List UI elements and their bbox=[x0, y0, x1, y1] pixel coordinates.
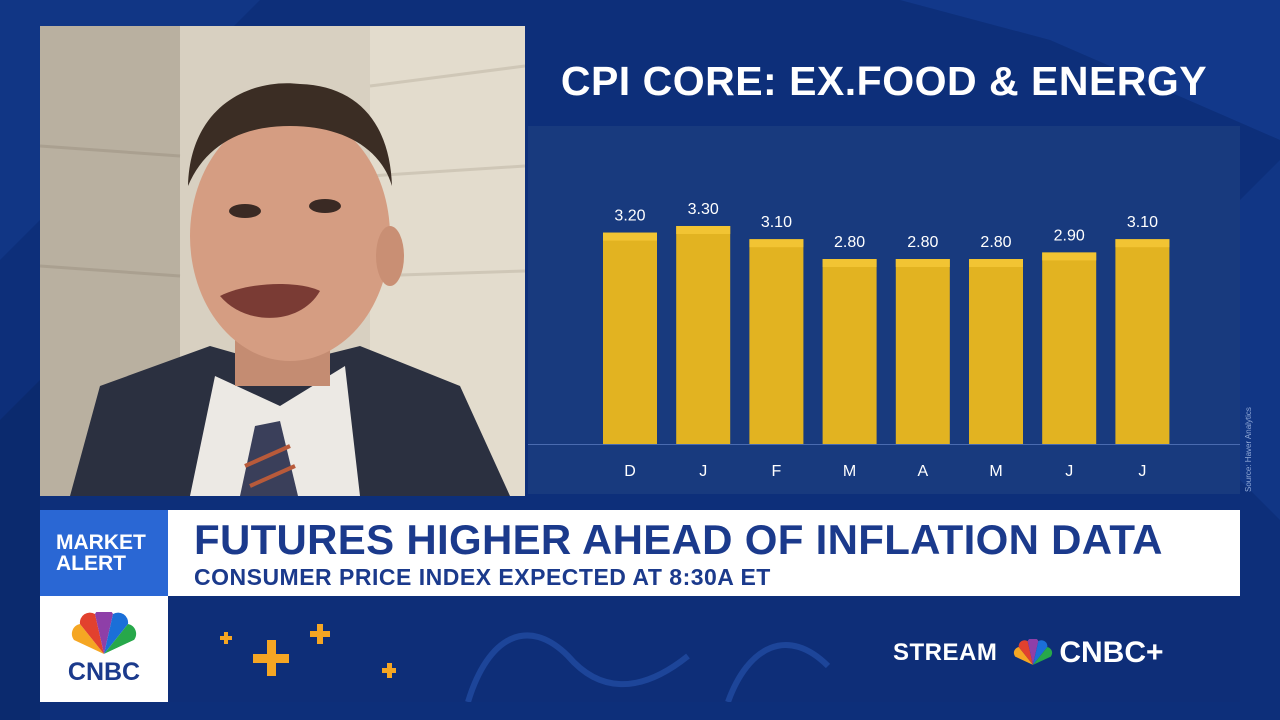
promo-bar: STREAM CNBC+ bbox=[168, 596, 1240, 702]
plus-icon bbox=[220, 624, 396, 678]
bar-1 bbox=[676, 225, 731, 444]
bar-value-label: 2.80 bbox=[907, 234, 938, 251]
bar-7 bbox=[1115, 239, 1170, 444]
bar-cap-2 bbox=[749, 239, 804, 248]
x-tick-label: M bbox=[843, 463, 856, 480]
subheadline: CONSUMER PRICE INDEX EXPECTED AT 8:30A E… bbox=[194, 564, 771, 590]
bar-cap-4 bbox=[895, 259, 950, 268]
peacock-icon bbox=[71, 611, 137, 654]
bar-value-label: 3.10 bbox=[761, 214, 792, 231]
promo-decoration bbox=[220, 624, 831, 702]
chart-panel: 3.20 D 3.30 J 3.10 F 2.80 M 2.80 A 2.80 M 2.90 J 3.10 J bbox=[528, 126, 1240, 494]
guest-image bbox=[40, 26, 525, 496]
bar-cap-6 bbox=[1042, 252, 1097, 261]
stream-label: STREAM bbox=[893, 639, 998, 666]
bar-4 bbox=[895, 259, 950, 444]
x-tick-label: A bbox=[917, 463, 928, 480]
guest-video-feed bbox=[40, 26, 525, 496]
bar-cap-3 bbox=[822, 259, 877, 268]
bar-6 bbox=[1042, 252, 1097, 444]
chart-source-label: Source: Haver Analytics bbox=[1244, 407, 1253, 492]
bar-cap-1 bbox=[676, 225, 731, 234]
bar-value-label: 2.90 bbox=[1054, 227, 1085, 244]
x-tick-label: J bbox=[1065, 463, 1073, 480]
bar-cap-5 bbox=[969, 259, 1023, 268]
cnbc-plus-label: CNBC+ bbox=[1059, 636, 1164, 669]
x-tick-label: J bbox=[699, 463, 707, 480]
x-tick-label: M bbox=[989, 463, 1002, 480]
bar-3 bbox=[822, 259, 877, 444]
x-tick-label: D bbox=[624, 463, 636, 480]
bar-value-label: 3.20 bbox=[614, 208, 645, 225]
bar-5 bbox=[969, 259, 1023, 444]
x-tick-label: F bbox=[772, 463, 782, 480]
alert-line-2: ALERT bbox=[56, 552, 126, 575]
headline-box: FUTURES HIGHER AHEAD OF INFLATION DATA C… bbox=[168, 510, 1240, 596]
x-tick-label: J bbox=[1138, 463, 1146, 480]
bar-cap-0 bbox=[603, 232, 657, 241]
alert-line-1: MARKET bbox=[56, 531, 146, 554]
bar-value-label: 2.80 bbox=[980, 234, 1011, 251]
bar-value-label: 3.10 bbox=[1127, 214, 1158, 231]
peacock-icon bbox=[1014, 639, 1053, 665]
chart-title: CPI CORE: EX.FOOD & ENERGY bbox=[560, 58, 1208, 104]
bar-2 bbox=[749, 239, 804, 444]
bar-value-label: 2.80 bbox=[834, 234, 865, 251]
lower-third: MARKET ALERT FUTURES HIGHER AHEAD OF INF… bbox=[40, 510, 1240, 702]
stream-promo: STREAM CNBC+ bbox=[893, 636, 1164, 670]
bar-cap-7 bbox=[1115, 239, 1170, 248]
bar-value-label: 3.30 bbox=[688, 201, 719, 218]
cnbc-logo-text: CNBC bbox=[67, 657, 141, 686]
cnbc-logo-box: CNBC bbox=[40, 596, 168, 702]
bar-0 bbox=[603, 232, 657, 444]
cpi-bar-chart: 3.20 D 3.30 J 3.10 F 2.80 M 2.80 A 2.80 M 2.90 J 3.10 J bbox=[528, 201, 1240, 480]
market-alert-badge: MARKET ALERT bbox=[40, 510, 168, 596]
headline: FUTURES HIGHER AHEAD OF INFLATION DATA bbox=[194, 516, 1163, 563]
